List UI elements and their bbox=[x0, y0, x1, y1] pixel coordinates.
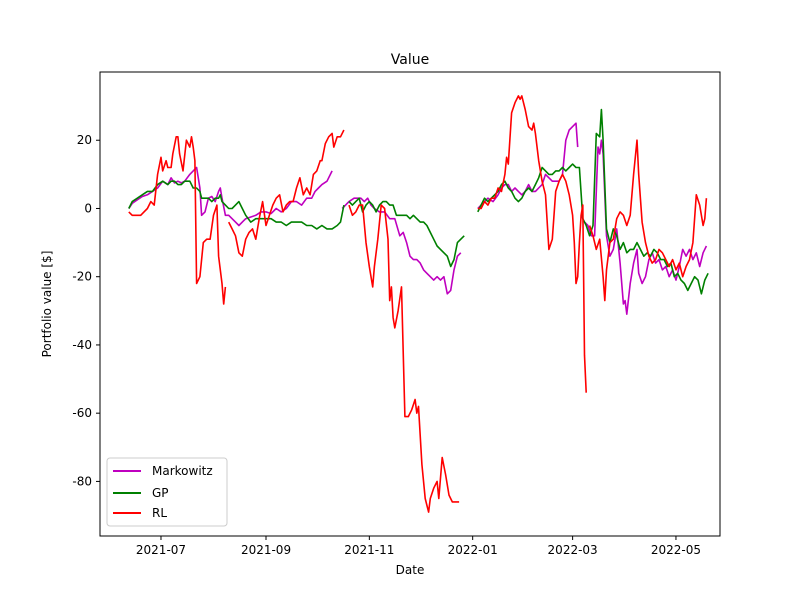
legend-label-rl: RL bbox=[152, 506, 167, 520]
legend-label-markowitz: Markowitz bbox=[152, 464, 213, 478]
y-axis: 20 0 -20 -40 -60 -80 bbox=[72, 133, 100, 488]
series-line-rl-segment-3 bbox=[348, 204, 460, 513]
x-axis-label: Date bbox=[396, 563, 425, 577]
y-axis-label: Portfolio value [$] bbox=[40, 251, 54, 358]
legend: Markowitz GP RL bbox=[106, 457, 228, 527]
series-line-rl-segment-5 bbox=[588, 139, 708, 302]
y-tick-label: -60 bbox=[72, 406, 92, 420]
chart-title: Value bbox=[391, 52, 429, 68]
y-tick-label: 0 bbox=[84, 201, 92, 215]
y-tick-label: -40 bbox=[72, 338, 92, 352]
series-line-markowitz-segment-4 bbox=[580, 139, 708, 316]
legend-box bbox=[106, 457, 228, 527]
series-line-rl-segment-1 bbox=[128, 136, 227, 305]
y-tick-label: 20 bbox=[77, 133, 92, 147]
series-line-markowitz-segment-2 bbox=[341, 197, 462, 295]
series-line-gp-segment-1 bbox=[128, 180, 345, 230]
legend-label-gp: GP bbox=[152, 486, 169, 500]
x-tick-label: 2021-09 bbox=[241, 543, 291, 557]
series-line-rl-segment-2 bbox=[227, 129, 345, 258]
series-line-gp-segment-2 bbox=[348, 197, 465, 268]
y-tick-label: -80 bbox=[72, 474, 92, 488]
x-tick-label: 2022-03 bbox=[548, 543, 598, 557]
series-layer bbox=[128, 95, 709, 513]
x-axis: 2021-07 2021-09 2021-11 2022-01 2022-03 2022-… bbox=[136, 536, 701, 557]
x-tick-label: 2021-07 bbox=[136, 543, 186, 557]
series-line-rl-segment-4 bbox=[477, 95, 587, 393]
y-tick-label: -20 bbox=[72, 270, 92, 284]
x-tick-label: 2022-05 bbox=[651, 543, 701, 557]
x-tick-label: 2022-01 bbox=[448, 543, 498, 557]
x-tick-label: 2021-11 bbox=[344, 543, 394, 557]
